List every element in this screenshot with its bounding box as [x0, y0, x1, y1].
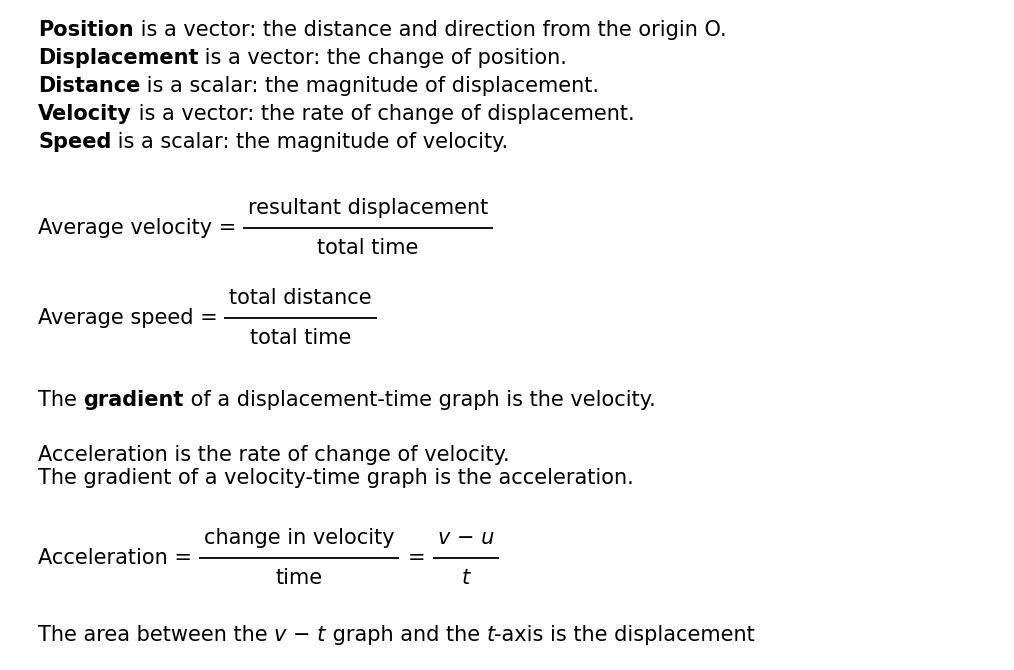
Text: change in velocity: change in velocity [204, 528, 394, 548]
Text: The: The [38, 390, 83, 410]
Text: gradient: gradient [83, 390, 184, 410]
Text: is a vector: the rate of change of displacement.: is a vector: the rate of change of displ… [132, 104, 635, 124]
Text: total time: total time [317, 238, 419, 258]
Text: resultant displacement: resultant displacement [248, 198, 489, 218]
Text: v − t: v − t [274, 625, 325, 645]
Text: t: t [487, 625, 495, 645]
Text: -axis is the displacement: -axis is the displacement [495, 625, 755, 645]
Text: time: time [276, 568, 322, 588]
Text: Average velocity =: Average velocity = [38, 218, 243, 238]
Text: of a displacement-time graph is the velocity.: of a displacement-time graph is the velo… [184, 390, 656, 410]
Text: Distance: Distance [38, 76, 140, 96]
Text: is a vector: the change of position.: is a vector: the change of position. [199, 48, 568, 68]
Text: Average speed =: Average speed = [38, 308, 224, 328]
Text: v − u: v − u [438, 528, 494, 548]
Text: The gradient of a velocity-time graph is the acceleration.: The gradient of a velocity-time graph is… [38, 468, 634, 488]
Text: total distance: total distance [229, 288, 372, 308]
Text: graph and the: graph and the [325, 625, 487, 645]
Text: Acceleration is the rate of change of velocity.: Acceleration is the rate of change of ve… [38, 445, 510, 465]
Text: is a vector: the distance and direction from the origin O.: is a vector: the distance and direction … [134, 20, 726, 40]
Text: is a scalar: the magnitude of velocity.: is a scalar: the magnitude of velocity. [112, 132, 508, 152]
Text: Acceleration =: Acceleration = [38, 548, 199, 568]
Text: =: = [408, 548, 425, 568]
Text: The area between the: The area between the [38, 625, 274, 645]
Text: is a scalar: the magnitude of displacement.: is a scalar: the magnitude of displaceme… [140, 76, 599, 96]
Text: Position: Position [38, 20, 134, 40]
Text: Velocity: Velocity [38, 104, 132, 124]
Text: Displacement: Displacement [38, 48, 199, 68]
Text: Speed: Speed [38, 132, 112, 152]
Text: t: t [462, 568, 470, 588]
Text: total time: total time [250, 328, 352, 348]
